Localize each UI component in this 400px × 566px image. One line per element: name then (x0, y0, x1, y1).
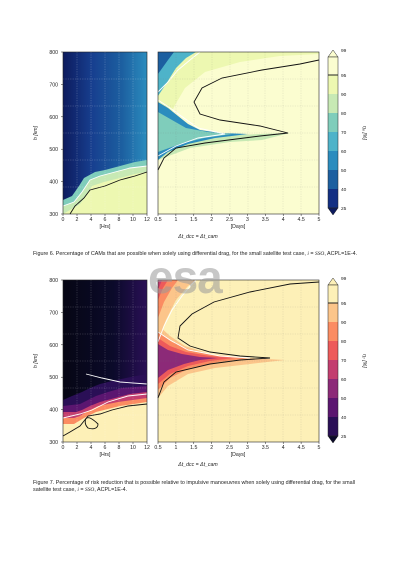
fig7-x-hours-tick-label: 8 (118, 445, 121, 451)
fig6-x-days-tick-label: 3 (246, 217, 249, 223)
fig7-y-tick-label: 600 (49, 343, 58, 349)
esa-watermark: esa (148, 250, 223, 304)
fig6-x-days-tick-label: 5 (318, 217, 321, 223)
fig6-x-hours-tick-label: 0 (62, 217, 65, 223)
fig7-left-panel (62, 279, 148, 443)
fig6-x-hours-tick-label: 8 (118, 217, 121, 223)
fig6-cbar-tick-label: 99 (341, 48, 347, 54)
fig7-x-hours-unit: [Hrs] (100, 452, 112, 458)
fig6-x-days-tick-label: 1.5 (190, 217, 197, 223)
fig6-cbar-tick-label: 25 (341, 206, 347, 212)
figure-7-caption: Figure 7. Percentage of risk reduction t… (33, 480, 356, 493)
fig7-y-tick-label: 500 (49, 375, 58, 381)
fig7-cbar-tick-label: 90 (341, 320, 347, 326)
fig7-x-hours-tick-label: 2 (76, 445, 79, 451)
fig6-cbar-tick-label: 60 (341, 149, 347, 155)
fig6-x-days-tick-label: 2 (210, 217, 213, 223)
fig6-x-hours-tick-label: 12 (144, 217, 150, 223)
fig7-x-days-tick-label: 3.5 (262, 445, 269, 451)
fig7-x-axis-label: Δt_dcc = Δt_cam (177, 462, 218, 468)
fig6-x-hours-tick-label: 4 (90, 217, 93, 223)
fig7-x-days-tick-label: 3 (246, 445, 249, 451)
fig6-x-days-tick-label: 1 (174, 217, 177, 223)
fig6-y-tick-label: 400 (49, 180, 58, 186)
fig6-left-panel (62, 51, 148, 215)
fig6-x-days-tick-label: 3.5 (262, 217, 269, 223)
fig7-x-hours-tick-label: 6 (104, 445, 107, 451)
fig6-cbar-tick-label: 50 (341, 168, 347, 174)
fig7-right-panel (157, 279, 320, 443)
fig7-y-tick-label: 700 (49, 310, 58, 316)
fig7-y-tick-label: 300 (49, 440, 58, 446)
figure-6-caption: Figure 6. Percentage of CAMs that are po… (33, 251, 358, 257)
fig7-x-days-tick-label: 1.5 (190, 445, 197, 451)
figure-7-plots (62, 277, 339, 444)
fig6-x-hours-tick-label: 10 (130, 217, 136, 223)
fig6-cbar-label: η₆ [%] (361, 126, 367, 140)
fig6-y-axis-label: h [km] (33, 125, 39, 140)
fig6-y-tick-label: 700 (49, 82, 58, 88)
fig7-cbar-tick-label: 60 (341, 377, 347, 383)
fig6-x-days-tick-label: 4.5 (298, 217, 305, 223)
figure-6-plots (62, 49, 339, 216)
fig7-cbar-tick-label: 95 (341, 301, 347, 307)
fig7-cbar-tick-label: 99 (341, 276, 347, 282)
fig7-y-tick-label: 800 (49, 278, 58, 284)
fig6-right-panel (157, 51, 320, 215)
fig6-cbar-tick-label: 40 (341, 187, 347, 193)
fig6-cbar-tick-label: 90 (341, 92, 347, 98)
fig7-x-days-tick-label: 4 (282, 445, 285, 451)
fig6-x-hours-tick-label: 6 (104, 217, 107, 223)
fig6-x-hours-tick-label: 2 (76, 217, 79, 223)
fig6-y-tick-label: 300 (49, 212, 58, 218)
fig7-cbar-tick-label: 40 (341, 415, 347, 421)
fig7-cbar-tick-label: 70 (341, 358, 347, 364)
fig6-y-tick-label: 500 (49, 147, 58, 153)
fig6-y-tick-label: 800 (49, 50, 58, 56)
fig7-x-days-tick-label: 0.5 (154, 445, 161, 451)
fig6-colorbar (327, 49, 339, 216)
fig6-x-days-tick-label: 0.5 (154, 217, 161, 223)
fig7-colorbar (327, 277, 339, 444)
fig7-x-days-tick-label: 4.5 (298, 445, 305, 451)
esa-watermark-text: esa (148, 251, 223, 303)
fig6-cbar-tick-label: 70 (341, 130, 347, 136)
fig6-x-axis-label: Δt_dcc = Δt_cam (177, 234, 218, 240)
fig7-x-hours-tick-label: 12 (144, 445, 150, 451)
fig6-x-days-unit: [Days] (231, 224, 246, 230)
fig7-cbar-tick-label: 80 (341, 339, 347, 345)
fig7-x-hours-tick-label: 10 (130, 445, 136, 451)
fig7-y-tick-label: 400 (49, 408, 58, 414)
fig7-y-axis-label: h [km] (33, 353, 39, 368)
fig6-x-days-tick-label: 2.5 (226, 217, 233, 223)
fig6-cbar-tick-label: 80 (341, 111, 347, 117)
fig6-y-tick-label: 600 (49, 115, 58, 121)
fig7-x-hours-tick-label: 4 (90, 445, 93, 451)
fig7-x-days-tick-label: 5 (318, 445, 321, 451)
fig7-x-hours-tick-label: 0 (62, 445, 65, 451)
fig7-cbar-label: η₇ [%] (361, 354, 367, 368)
fig6-x-hours-unit: [Hrs] (100, 224, 112, 230)
fig7-cbar-tick-label: 25 (341, 434, 347, 440)
fig6-cbar-tick-label: 95 (341, 73, 347, 79)
fig6-x-days-tick-label: 4 (282, 217, 285, 223)
fig7-x-days-unit: [Days] (231, 452, 246, 458)
fig7-x-days-tick-label: 2.5 (226, 445, 233, 451)
fig7-x-days-tick-label: 2 (210, 445, 213, 451)
fig7-cbar-tick-label: 50 (341, 396, 347, 402)
fig7-x-days-tick-label: 1 (174, 445, 177, 451)
